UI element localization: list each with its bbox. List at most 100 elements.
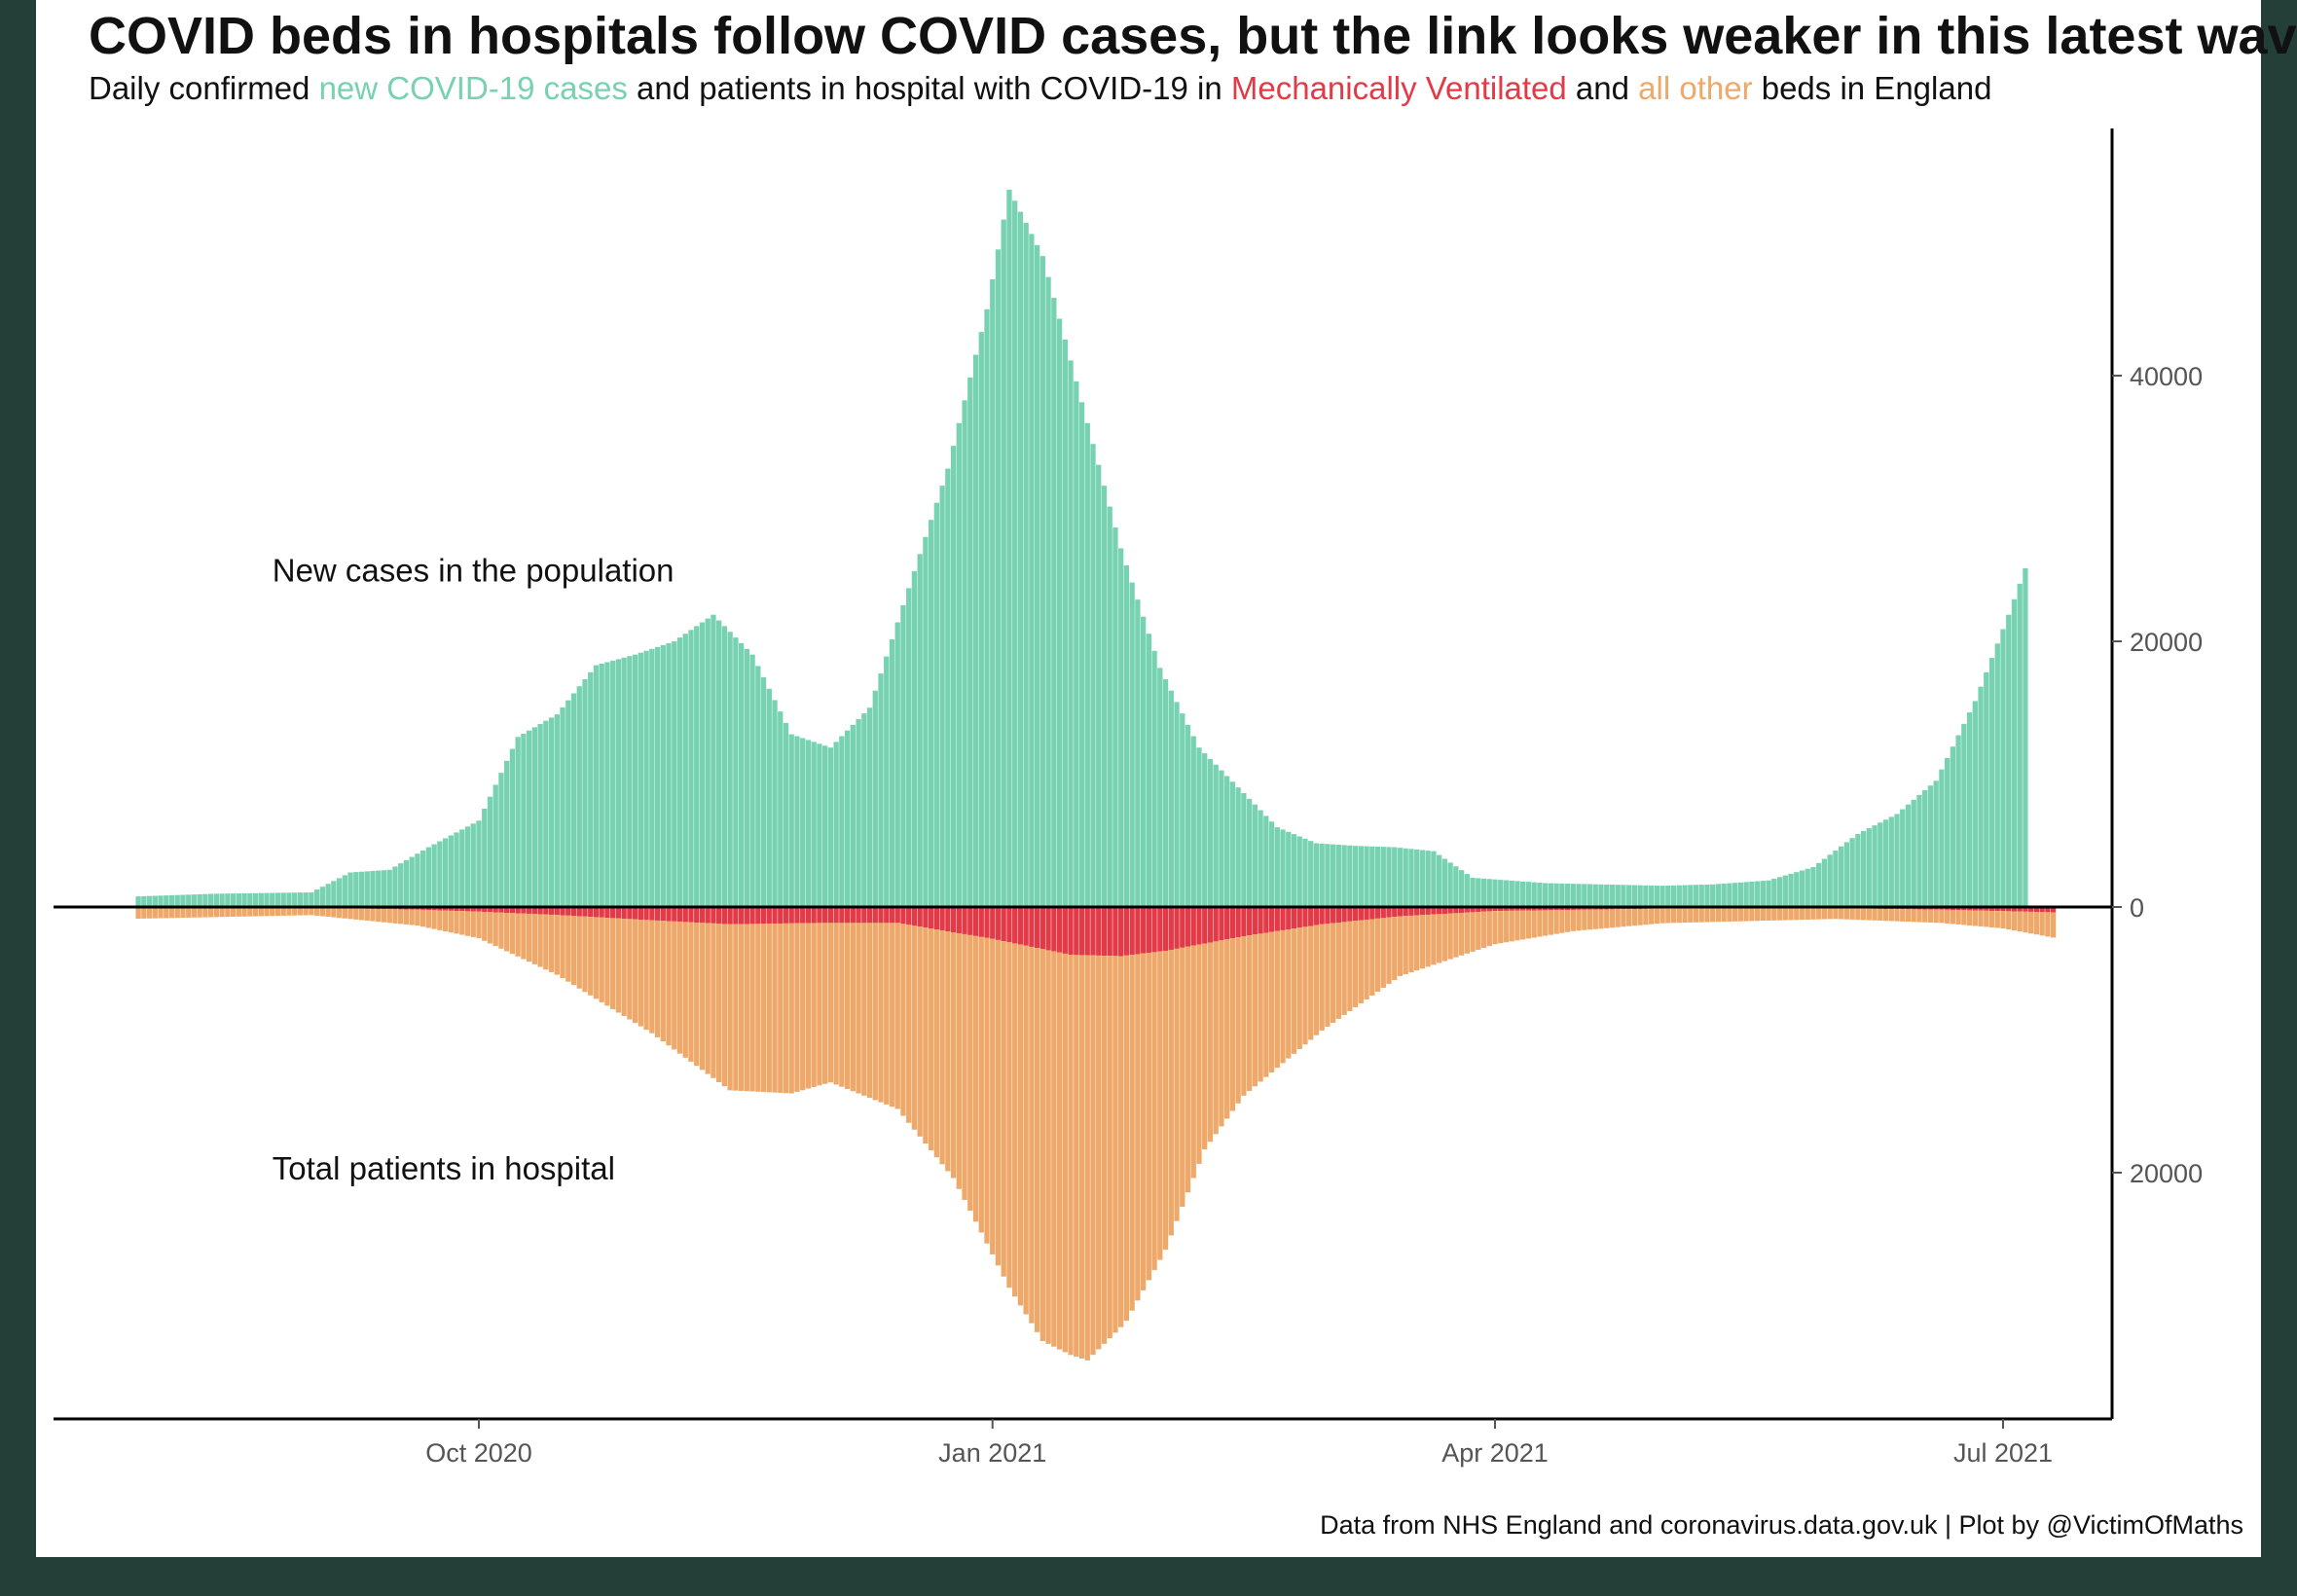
bar-ventilated (984, 907, 990, 938)
bar-other-beds (292, 907, 298, 916)
bar-ventilated (1123, 907, 1130, 956)
bar-ventilated (1553, 907, 1559, 911)
bar-other-beds (1029, 946, 1035, 1324)
bar-ventilated (537, 907, 543, 915)
bar-other-beds (386, 909, 392, 924)
bar-other-beds (1882, 909, 1889, 922)
bar-cases (1676, 885, 1682, 907)
bar-ventilated (1966, 907, 1973, 911)
bar-ventilated (1397, 907, 1404, 917)
bar-other-beds (1855, 908, 1861, 921)
bar-other-beds (1693, 908, 1699, 923)
bar-cases (331, 881, 337, 907)
bar-other-beds (972, 935, 979, 1222)
bar-ventilated (861, 907, 867, 924)
bar-ventilated (1185, 907, 1191, 947)
bar-other-beds (2011, 911, 2018, 931)
bar-cases (660, 644, 666, 907)
bar-cases (191, 894, 198, 907)
bar-cases (1922, 790, 1928, 907)
bar-other-beds (1341, 922, 1347, 1015)
bar-cases (1308, 841, 1314, 907)
bar-cases (1453, 866, 1459, 907)
bar-cases (1961, 723, 1967, 907)
bar-other-beds (476, 911, 482, 939)
bar-ventilated (1537, 907, 1543, 911)
bar-cases (419, 850, 426, 907)
bar-cases (1984, 671, 1989, 907)
bar-cases (827, 747, 834, 907)
bar-other-beds (319, 908, 326, 917)
bar-other-beds (672, 921, 677, 1050)
bar-other-beds (1313, 925, 1320, 1035)
bar-other-beds (504, 912, 510, 952)
bar-other-beds (521, 913, 527, 960)
bar-other-beds (866, 923, 873, 1099)
bar-cases (1146, 634, 1151, 907)
bar-ventilated (1525, 907, 1532, 911)
bar-cases (1112, 527, 1118, 907)
bar-cases (1766, 880, 1771, 907)
bar-ventilated (1252, 907, 1258, 935)
bar-cases (632, 654, 638, 907)
bar-other-beds (1727, 908, 1732, 922)
bar-other-beds (654, 920, 661, 1037)
bar-ventilated (654, 907, 661, 921)
bar-other-beds (2045, 912, 2051, 937)
bar-cases (1693, 885, 1699, 907)
bar-cases (1586, 884, 1593, 907)
bar-other-beds (415, 909, 420, 926)
bar-cases (1525, 882, 1532, 907)
bar-other-beds (1604, 909, 1610, 928)
bar-ventilated (425, 907, 432, 911)
y-tick-label: 20000 (2130, 628, 2203, 657)
bar-ventilated (1034, 907, 1040, 949)
bar-other-beds (342, 908, 347, 919)
bar-other-beds (1431, 914, 1437, 965)
bar-cases (1715, 884, 1722, 907)
bar-ventilated (2033, 907, 2040, 913)
bar-cases (241, 892, 247, 907)
bar-other-beds (409, 909, 415, 925)
bar-cases (1140, 616, 1147, 907)
bar-ventilated (1157, 907, 1163, 952)
bar-ventilated (1045, 907, 1051, 951)
bar-ventilated (1207, 907, 1214, 943)
bar-other-beds (1012, 943, 1018, 1297)
bar-cases (442, 838, 449, 907)
bar-cases (978, 332, 984, 907)
bar-cases (1855, 833, 1861, 907)
bar-other-beds (1369, 919, 1375, 996)
bar-ventilated (1039, 907, 1046, 950)
chart-caption: Data from NHS England and coronavirus.da… (1320, 1510, 2243, 1540)
bar-other-beds (621, 919, 627, 1017)
bar-cases (459, 829, 465, 907)
bar-ventilated (1296, 907, 1302, 928)
bar-ventilated (660, 907, 666, 922)
bar-ventilated (928, 907, 934, 929)
bar-other-beds (1988, 910, 1995, 927)
bar-other-beds (1464, 912, 1470, 954)
bar-ventilated (1369, 907, 1375, 920)
bar-ventilated (1051, 907, 1057, 952)
bar-cases (476, 820, 482, 907)
bar-other-beds (638, 920, 643, 1027)
bar-cases (325, 884, 331, 907)
bar-other-beds (1626, 909, 1632, 926)
bar-other-beds (593, 917, 600, 999)
bar-other-beds (1274, 930, 1280, 1069)
bar-cases (2023, 567, 2028, 907)
bar-ventilated (509, 907, 516, 914)
bar-ventilated (1414, 907, 1420, 916)
bar-cases (1224, 776, 1230, 907)
bar-ventilated (1012, 907, 1018, 944)
bar-other-beds (900, 924, 906, 1116)
bar-other-beds (1331, 923, 1336, 1023)
bar-cases (202, 893, 208, 907)
bar-ventilated (1352, 907, 1359, 922)
bar-other-beds (1441, 913, 1448, 961)
bar-cases (168, 894, 175, 907)
bar-ventilated (565, 907, 571, 916)
subtitle-text: beds in England (1752, 70, 1992, 106)
bar-cases (225, 893, 231, 907)
